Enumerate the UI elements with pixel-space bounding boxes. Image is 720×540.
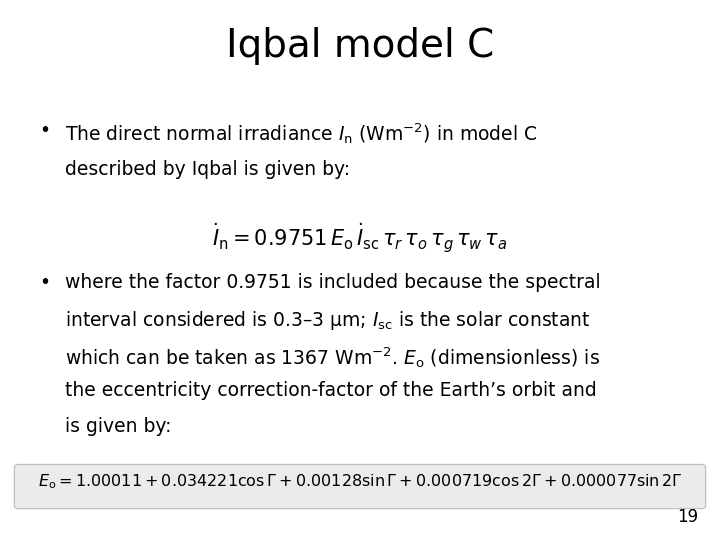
Text: Iqbal model C: Iqbal model C — [226, 27, 494, 65]
Text: the eccentricity correction-factor of the Earth’s orbit and: the eccentricity correction-factor of th… — [65, 381, 597, 400]
FancyBboxPatch shape — [14, 464, 706, 509]
Text: •: • — [40, 122, 50, 140]
Text: The direct normal irradiance $I_{\rm n}$ (Wm$^{-2}$) in model C: The direct normal irradiance $I_{\rm n}$… — [65, 122, 537, 146]
Text: $E_{\rm o} = 1.00011 + 0.034221\cos\Gamma + 0.00128\sin\Gamma + 0.000719\cos 2\G: $E_{\rm o} = 1.00011 + 0.034221\cos\Gamm… — [37, 472, 683, 491]
Text: interval considered is 0.3–3 μm; $I_{\rm sc}$ is the solar constant: interval considered is 0.3–3 μm; $I_{\rm… — [65, 309, 590, 332]
Text: is given by:: is given by: — [65, 417, 171, 436]
Text: described by Iqbal is given by:: described by Iqbal is given by: — [65, 160, 350, 179]
Text: where the factor 0.9751 is included because the spectral: where the factor 0.9751 is included beca… — [65, 273, 600, 292]
Text: $\dot{I}_{\rm n} = 0.9751\, E_{\rm o}\, \dot{I}_{\rm sc}\, \tau_r\, \tau_o\, \ta: $\dot{I}_{\rm n} = 0.9751\, E_{\rm o}\, … — [212, 221, 508, 255]
Text: 19: 19 — [678, 509, 698, 526]
Text: which can be taken as 1367 Wm$^{-2}$. $E_{\rm o}$ (dimensionless) is: which can be taken as 1367 Wm$^{-2}$. $E… — [65, 345, 600, 370]
Text: •: • — [40, 273, 50, 292]
